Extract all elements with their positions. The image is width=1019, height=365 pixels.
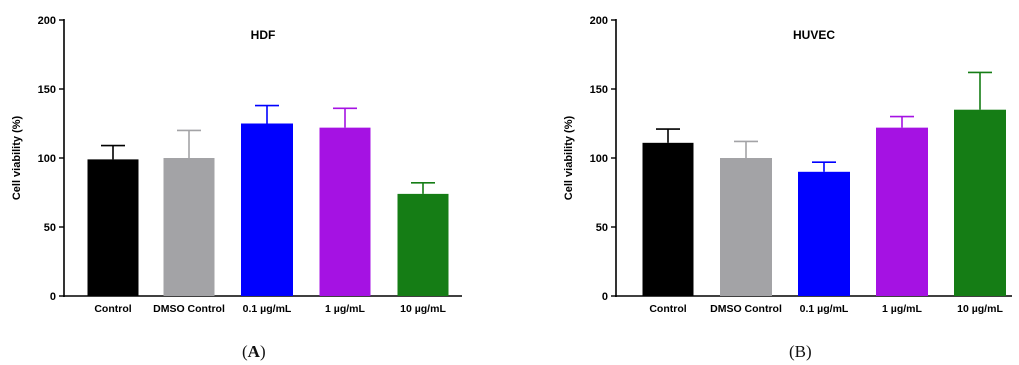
huvec-bar-2: [720, 158, 772, 296]
huvec-bar-4: [876, 127, 928, 296]
hdf-x-tick-label-5: 10 µg/mL: [400, 303, 446, 315]
huvec-x-tick-label-2: DMSO Control: [710, 303, 782, 315]
hdf-bar-5: [397, 193, 449, 296]
huvec-x-tick-label-4: 1 µg/mL: [882, 303, 922, 315]
huvec-y-axis-label: Cell viability (%): [563, 115, 575, 200]
huvec-chart-title: HUVEC: [793, 28, 835, 42]
huvec-bar-1: [642, 142, 694, 296]
huvec-y-tick-label: 0: [602, 291, 608, 303]
huvec-bar-3: [798, 171, 850, 296]
huvec-y-tick-label: 50: [596, 222, 608, 234]
huvec-bar-5: [954, 109, 1006, 296]
hdf-x-tick-label-4: 1 µg/mL: [325, 303, 365, 315]
hdf-x-tick-label-3: 0.1 µg/mL: [243, 303, 292, 315]
panel-label-a-letter: A: [247, 342, 260, 361]
huvec-y-tick-label: 200: [590, 15, 608, 27]
chart-hdf: 0 50 100 150 200 Cell viability (%) HDF Control…: [11, 15, 462, 315]
hdf-x-tick-label-2: DMSO Control: [153, 303, 225, 315]
hdf-y-tick-label: 150: [38, 84, 56, 96]
huvec-x-tick-label-5: 10 µg/mL: [957, 303, 1003, 315]
huvec-y-tick-label: 100: [590, 153, 608, 165]
hdf-x-tick-label-1: Control: [94, 303, 131, 315]
hdf-chart-title: HDF: [251, 28, 276, 42]
hdf-bar-3: [241, 123, 293, 296]
hdf-y-tick-label: 100: [38, 153, 56, 165]
hdf-y-tick-label: 50: [44, 222, 56, 234]
panel-label-b: (B): [789, 342, 812, 361]
panel-label-a-open: (: [242, 342, 248, 361]
huvec-x-tick-label-3: 0.1 µg/mL: [800, 303, 849, 315]
hdf-bar-2: [163, 158, 215, 296]
hdf-y-axis-label: Cell viability (%): [11, 115, 23, 200]
hdf-bar-4: [319, 127, 371, 296]
panel-label-a: (A): [242, 342, 266, 362]
hdf-y-tick-label: 0: [50, 291, 56, 303]
chart-huvec: 0 50 100 150 200 Cell viability (%) HUVEC Contr…: [563, 15, 1012, 315]
huvec-x-tick-label-1: Control: [649, 303, 686, 315]
hdf-bar-1: [87, 159, 139, 296]
panel-label-a-close: ): [259, 342, 266, 361]
hdf-y-tick-label: 200: [38, 15, 56, 27]
huvec-y-tick-label: 150: [590, 84, 608, 96]
